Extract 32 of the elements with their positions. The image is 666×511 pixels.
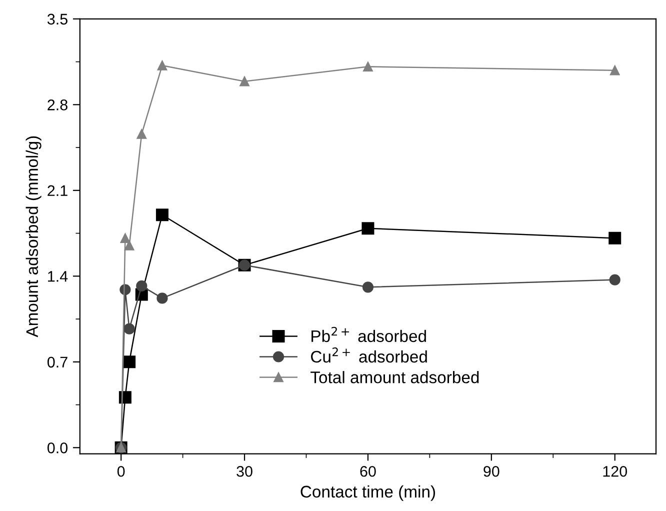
x-tick-label: 0 bbox=[117, 466, 125, 477]
point bbox=[610, 65, 620, 76]
y-tick-label: 0.0 bbox=[47, 442, 68, 454]
point bbox=[120, 233, 130, 244]
y-tick-label: 0.7 bbox=[47, 356, 68, 368]
point bbox=[609, 274, 620, 286]
y-tick-label: 2.1 bbox=[48, 185, 68, 196]
point bbox=[136, 280, 148, 292]
y-tick-label: 1.4 bbox=[48, 271, 68, 282]
point bbox=[363, 62, 373, 72]
legend-label: Total amount adsorbed bbox=[310, 371, 479, 384]
point bbox=[240, 76, 250, 86]
y-axis-title: Amount adsorbed (mmol/g) bbox=[26, 136, 42, 338]
point bbox=[156, 208, 168, 222]
x-tick-label: 60 bbox=[360, 466, 376, 477]
x-tick-label: 90 bbox=[484, 466, 500, 477]
point bbox=[156, 292, 168, 304]
legend-label: Cu$^{2+}$ adsorbed bbox=[311, 347, 427, 363]
point bbox=[136, 129, 147, 139]
point bbox=[157, 60, 168, 70]
point bbox=[124, 323, 135, 334]
point bbox=[123, 356, 136, 368]
point bbox=[608, 232, 622, 244]
y-tick-label: 3.5 bbox=[47, 14, 68, 25]
point bbox=[362, 282, 374, 293]
x-tick-label: 120 bbox=[603, 466, 628, 477]
x-tick-label: 30 bbox=[236, 466, 252, 477]
legend-label: Pb$^{2+}$ adsorbed bbox=[312, 326, 426, 342]
x-axis-title: Contact time (min) bbox=[300, 485, 436, 501]
point bbox=[362, 222, 374, 235]
y-tick-label: 2.8 bbox=[48, 100, 68, 110]
point bbox=[124, 240, 134, 250]
